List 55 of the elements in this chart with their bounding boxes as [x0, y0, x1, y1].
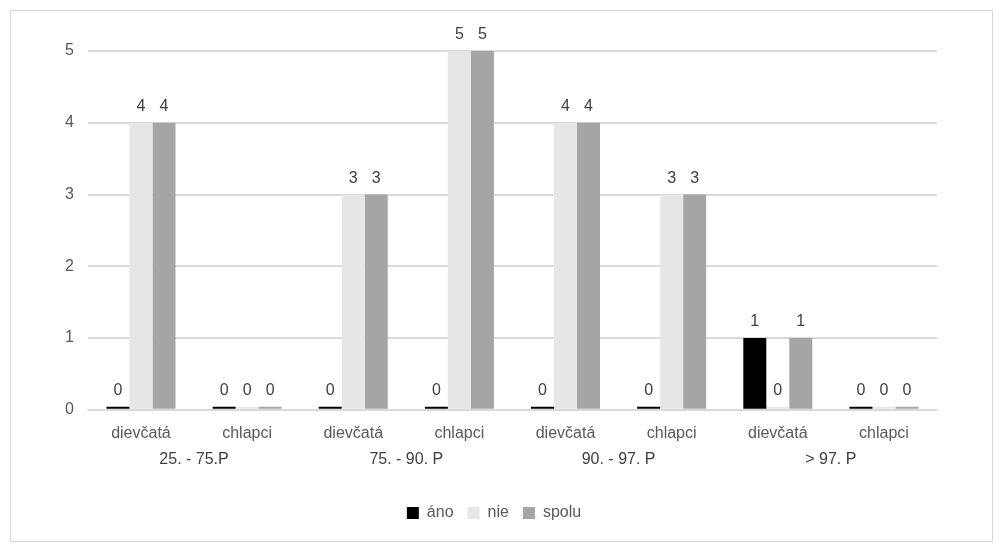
- data-label: 3: [371, 168, 381, 186]
- data-label: 0: [242, 381, 252, 399]
- data-label: 1: [750, 312, 760, 330]
- bar: [577, 122, 601, 409]
- data-label: 0: [265, 381, 275, 399]
- data-label: 0: [644, 381, 654, 399]
- bar: [554, 122, 578, 409]
- data-label: 4: [136, 97, 146, 115]
- x-tick-label: chlapci: [222, 423, 273, 441]
- x-tick-label: chlapci: [434, 423, 485, 441]
- text: > 97. P: [805, 450, 857, 468]
- data-label: 0: [113, 381, 123, 399]
- x-tick-label: chlapci: [646, 423, 697, 441]
- text: 25. - 75.P: [159, 450, 229, 468]
- y-tick-label: 5: [64, 41, 74, 59]
- bar: [683, 194, 707, 409]
- bar: [129, 122, 153, 409]
- legend-label: spolu: [542, 503, 582, 521]
- y-tick-label: 2: [64, 256, 74, 274]
- data-label: 4: [159, 97, 169, 115]
- data-label: 0: [773, 381, 783, 399]
- data-label: 5: [477, 25, 487, 43]
- bar: [364, 194, 388, 409]
- data-label: 0: [902, 381, 912, 399]
- x-tick-label: chlapci: [859, 423, 909, 441]
- legend-label: áno: [426, 503, 454, 521]
- data-label: 4: [584, 97, 594, 115]
- data-label: 3: [690, 168, 700, 186]
- x-tick-label: dievčatá: [535, 423, 596, 441]
- data-label: 0: [325, 381, 335, 399]
- bar: [341, 194, 365, 409]
- bar: [447, 51, 471, 409]
- data-label: 0: [856, 381, 866, 399]
- data-label: 4: [561, 97, 571, 115]
- bar: [660, 194, 684, 409]
- text: 75. - 90. P: [369, 450, 444, 468]
- data-label: 0: [431, 381, 441, 399]
- data-label: 3: [348, 168, 358, 186]
- bar: [470, 51, 494, 409]
- y-tick-label: 0: [64, 400, 74, 418]
- data-label: 1: [796, 312, 806, 330]
- text: 90. - 97. P: [581, 450, 656, 468]
- data-label: 0: [219, 381, 229, 399]
- data-label: 0: [538, 381, 548, 399]
- data-label: 0: [879, 381, 889, 399]
- y-tick-label: 4: [64, 113, 74, 131]
- legend-label: nie: [487, 503, 509, 521]
- bar: [152, 122, 176, 409]
- data-label: 5: [454, 25, 464, 43]
- y-tick-label: 3: [64, 184, 74, 202]
- x-tick-label: dievčatá: [323, 423, 384, 441]
- data-label: 3: [667, 168, 677, 186]
- x-tick-label: dievčatá: [111, 423, 171, 441]
- y-tick-label: 1: [64, 328, 74, 346]
- x-tick-label: dievčatá: [748, 423, 808, 441]
